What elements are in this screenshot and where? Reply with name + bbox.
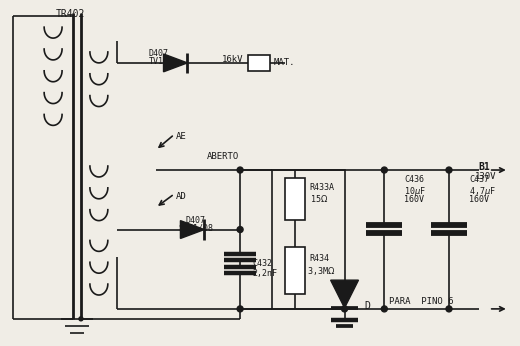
Text: TR402: TR402 [56, 9, 85, 19]
Text: AE: AE [175, 132, 186, 141]
Text: D407: D407 [149, 49, 168, 58]
Circle shape [381, 167, 387, 173]
Text: 3,3M$\Omega$: 3,3M$\Omega$ [307, 265, 335, 277]
Text: ABERTO: ABERTO [207, 152, 240, 161]
Polygon shape [180, 221, 204, 238]
Bar [272, 170, 345, 309]
Text: C432: C432 [252, 259, 272, 268]
Circle shape [446, 306, 452, 312]
Text: 130V: 130V [475, 172, 497, 181]
Bar [285, 247, 305, 294]
Text: 2,2nF: 2,2nF [252, 269, 277, 278]
Text: D407: D407 [186, 216, 205, 225]
Text: MAT.: MAT. [274, 58, 295, 67]
Circle shape [446, 167, 452, 173]
Text: B1: B1 [479, 162, 490, 172]
Circle shape [381, 306, 387, 312]
Text: TV18: TV18 [149, 57, 168, 66]
Text: 15$\Omega$: 15$\Omega$ [310, 193, 328, 204]
Text: 4,7$\mu$F: 4,7$\mu$F [469, 185, 496, 198]
Text: R434: R434 [310, 254, 330, 263]
Text: 160V: 160V [469, 195, 489, 204]
Text: AD: AD [175, 192, 186, 201]
Circle shape [342, 306, 347, 312]
Text: 10$\mu$F: 10$\mu$F [404, 185, 426, 198]
Text: 16kV: 16kV [222, 55, 244, 64]
Text: R433A: R433A [310, 183, 335, 192]
Text: PARA  PINO 6: PARA PINO 6 [389, 297, 454, 306]
Text: 160V: 160V [404, 195, 424, 204]
Bar [285, 178, 305, 220]
Text: D: D [365, 301, 370, 311]
Polygon shape [331, 280, 358, 308]
Circle shape [79, 317, 83, 321]
Circle shape [237, 167, 243, 173]
Text: SKE1/08: SKE1/08 [178, 224, 213, 233]
Bar [248, 55, 270, 71]
Text: C437: C437 [469, 175, 489, 184]
Circle shape [237, 227, 243, 233]
Text: C436: C436 [404, 175, 424, 184]
Polygon shape [163, 54, 187, 72]
Circle shape [237, 306, 243, 312]
